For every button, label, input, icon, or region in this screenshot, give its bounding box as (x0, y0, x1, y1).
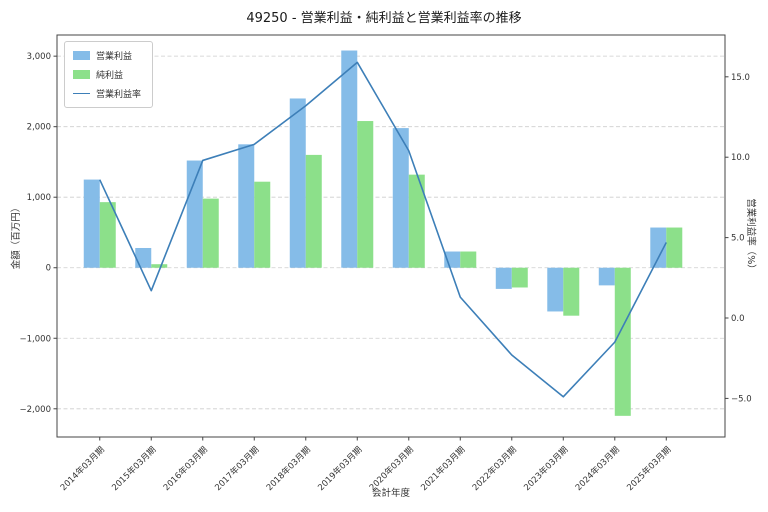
svg-text:2018年03月期: 2018年03月期 (264, 444, 313, 493)
svg-text:2022年03月期: 2022年03月期 (470, 444, 519, 493)
svg-text:−1,000: −1,000 (20, 334, 51, 344)
legend-label-operating-profit: 営業利益 (96, 52, 133, 62)
legend-item-net-profit: 純利益 (73, 68, 141, 81)
svg-text:0: 0 (46, 264, 51, 274)
svg-text:5.0: 5.0 (731, 234, 745, 244)
svg-text:2019年03月期: 2019年03月期 (316, 444, 365, 493)
svg-text:10.0: 10.0 (731, 153, 750, 163)
y-axis-label-left: 金額（百万円） (11, 202, 22, 270)
svg-text:2014年03月期: 2014年03月期 (58, 444, 107, 493)
svg-text:15.0: 15.0 (731, 73, 750, 83)
chart-title: 49250 - 営業利益・純利益と営業利益率の推移 (246, 11, 522, 26)
legend-item-operating-profit: 営業利益 (73, 49, 141, 62)
svg-text:0.0: 0.0 (731, 314, 745, 324)
legend-item-operating-margin: 営業利益率 (73, 87, 141, 100)
svg-text:2017年03月期: 2017年03月期 (213, 444, 262, 493)
svg-text:2023年03月期: 2023年03月期 (522, 444, 571, 493)
legend-label-operating-margin: 営業利益率 (96, 90, 142, 100)
legend-swatch-operating-margin-line (73, 93, 90, 94)
svg-text:2025年03月期: 2025年03月期 (625, 444, 674, 493)
svg-text:2016年03月期: 2016年03月期 (161, 444, 210, 493)
svg-text:−2,000: −2,000 (20, 405, 51, 415)
svg-text:2,000: 2,000 (27, 123, 51, 133)
svg-text:2015年03月期: 2015年03月期 (110, 444, 159, 493)
legend-label-net-profit: 純利益 (96, 71, 124, 81)
svg-text:1,000: 1,000 (27, 193, 51, 203)
svg-text:−5.0: −5.0 (731, 394, 752, 404)
legend-swatch-net-profit (73, 70, 90, 79)
svg-text:2024年03月期: 2024年03月期 (573, 444, 622, 493)
legend: 営業利益 純利益 営業利益率 (64, 41, 154, 108)
svg-text:2021年03月期: 2021年03月期 (419, 444, 468, 493)
legend-swatch-operating-profit (73, 51, 90, 60)
svg-text:3,000: 3,000 (27, 52, 51, 62)
x-axis-label: 会計年度 (371, 488, 411, 499)
y-axis-label-right: 営業利益率（%） (745, 198, 756, 274)
